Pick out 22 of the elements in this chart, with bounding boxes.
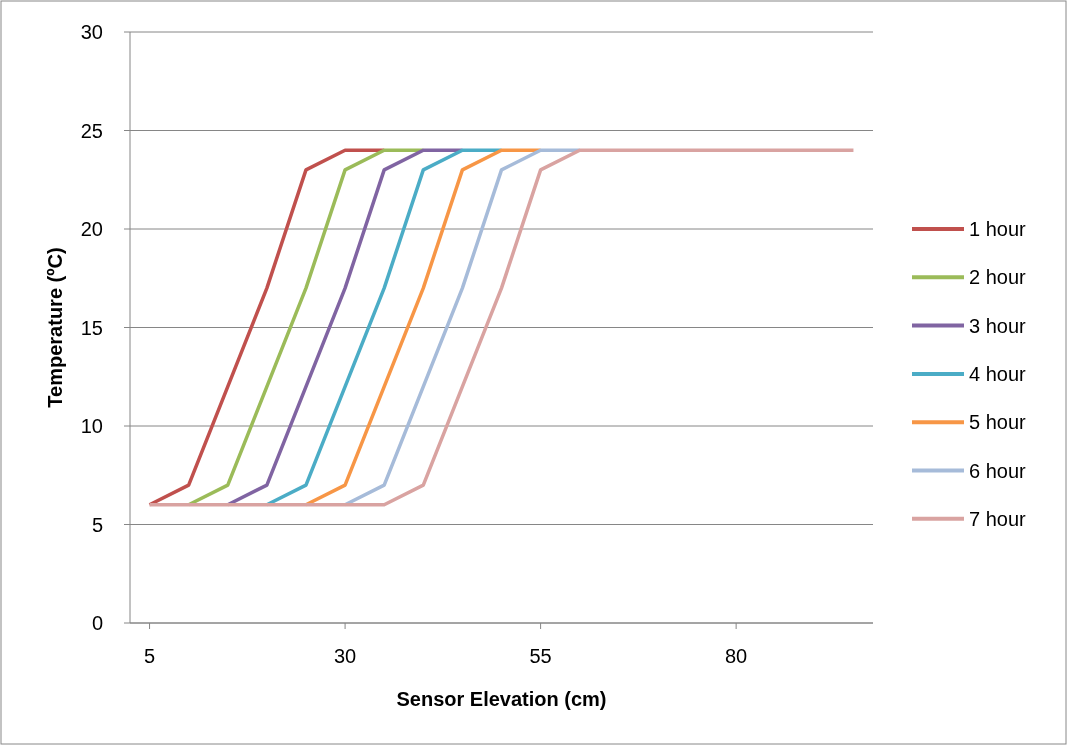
- x-tick-label: 5: [143, 645, 156, 667]
- y-tick-label: 25: [80, 119, 103, 142]
- y-tick-label: 15: [80, 316, 103, 339]
- legend-label: 1 hour: [969, 218, 1027, 240]
- legend-label: 7 hour: [969, 507, 1027, 530]
- legend-label: 5 hour: [969, 411, 1027, 434]
- x-tick-label: 55: [529, 645, 552, 667]
- y-tick-label: 10: [80, 415, 103, 437]
- y-tick-label: 30: [80, 21, 103, 43]
- legend-label: 3 hour: [969, 314, 1027, 337]
- x-tick-label: 30: [333, 645, 357, 667]
- x-tick-label: 80: [725, 645, 748, 667]
- legend-label: 4 hour: [969, 362, 1027, 385]
- y-axis-title: Temperature (ºC): [44, 247, 66, 408]
- line-series: [147, 148, 856, 507]
- y-tick-label: 20: [80, 218, 103, 240]
- legend-label: 6 hour: [969, 459, 1027, 482]
- x-axis-title: Sensor Elevation (cm): [396, 688, 607, 710]
- y-tick-label: 5: [91, 513, 103, 536]
- line-series: [147, 148, 386, 507]
- y-tick-label: 0: [91, 612, 103, 634]
- legend-label: 2 hour: [969, 266, 1027, 289]
